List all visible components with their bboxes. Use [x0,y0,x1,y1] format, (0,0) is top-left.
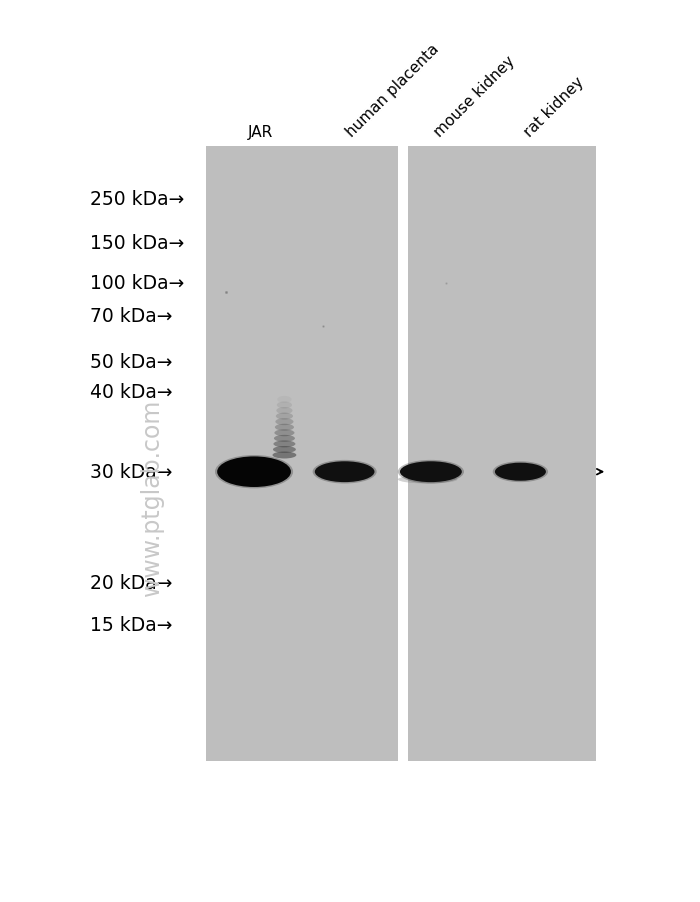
Text: 20 kDa→: 20 kDa→ [90,573,173,592]
Ellipse shape [272,452,296,459]
Text: 100 kDa→: 100 kDa→ [90,274,185,293]
Ellipse shape [276,413,293,420]
Text: human placenta: human placenta [343,41,442,140]
Ellipse shape [275,419,293,426]
Text: JAR: JAR [248,124,273,140]
Ellipse shape [398,460,464,484]
Text: 40 kDa→: 40 kDa→ [90,382,173,401]
Text: 150 kDa→: 150 kDa→ [90,234,185,253]
Text: 50 kDa→: 50 kDa→ [90,353,173,372]
Text: 70 kDa→: 70 kDa→ [90,307,173,327]
Ellipse shape [275,424,294,431]
Ellipse shape [315,462,374,483]
Ellipse shape [217,457,291,487]
Ellipse shape [276,408,293,415]
Ellipse shape [274,436,295,442]
Ellipse shape [276,402,292,409]
Ellipse shape [274,441,295,448]
Bar [407,146,596,761]
Ellipse shape [400,462,462,483]
Text: rat kidney: rat kidney [522,74,587,140]
Ellipse shape [398,475,458,484]
Text: 15 kDa→: 15 kDa→ [90,615,173,634]
Text: 250 kDa→: 250 kDa→ [90,189,185,208]
Ellipse shape [493,462,548,483]
Ellipse shape [313,460,377,484]
Ellipse shape [495,463,546,481]
Ellipse shape [277,397,292,403]
Ellipse shape [273,446,296,454]
Ellipse shape [215,456,293,489]
Text: mouse kidney: mouse kidney [431,53,517,140]
Text: 30 kDa→: 30 kDa→ [90,463,173,482]
Bar [206,146,398,761]
Ellipse shape [274,430,295,437]
Text: www.ptglab.com: www.ptglab.com [139,399,164,595]
